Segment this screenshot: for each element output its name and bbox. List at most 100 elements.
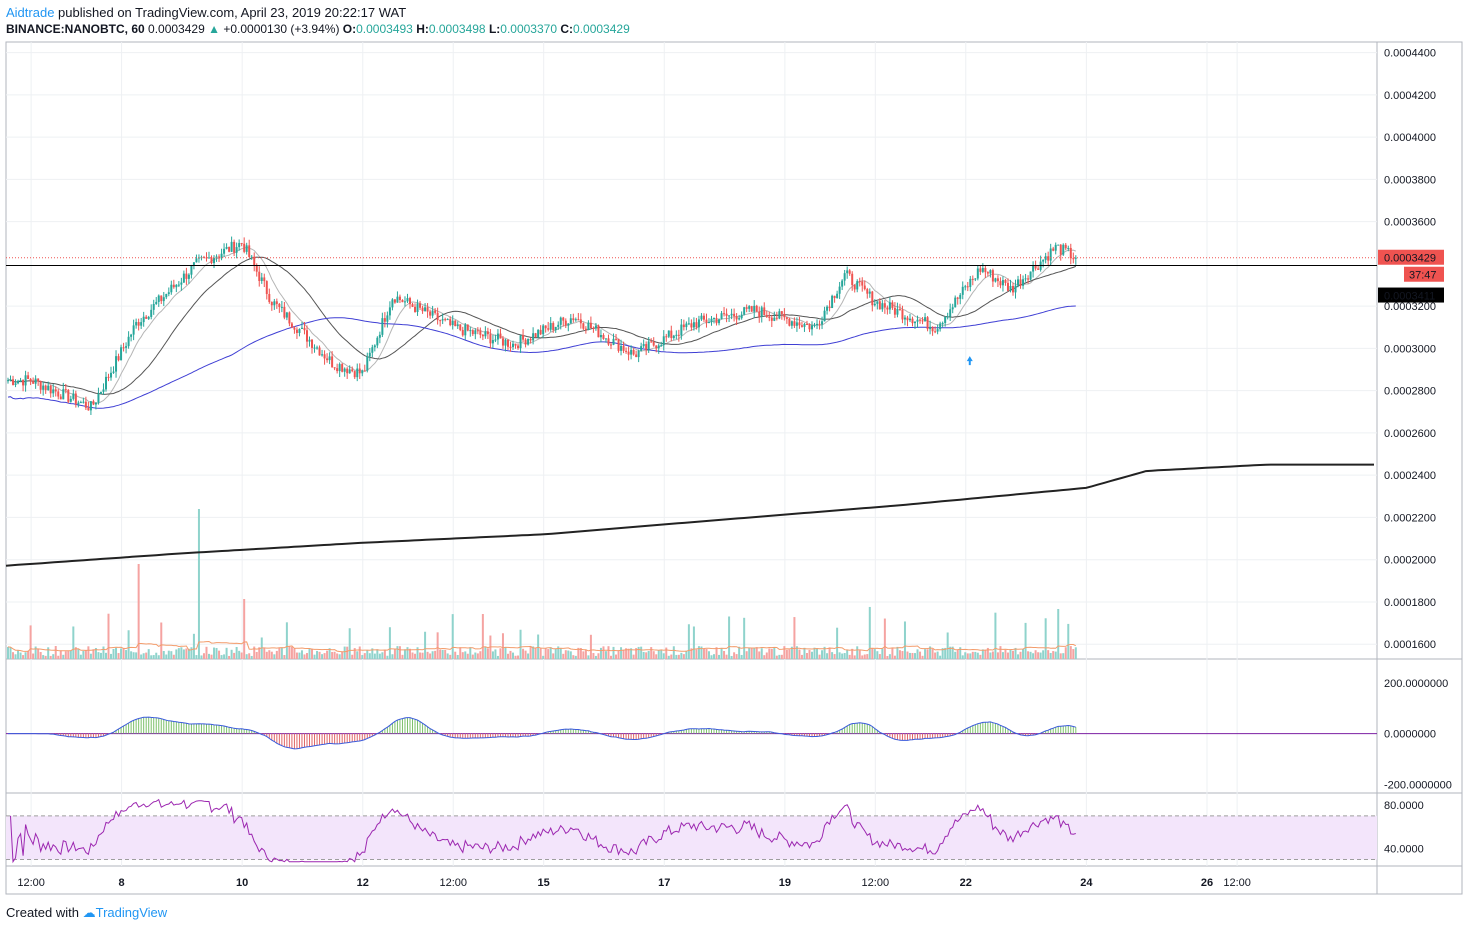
volume-bar: [1064, 647, 1067, 659]
volume-bar: [336, 653, 339, 659]
candle-body: [991, 270, 994, 282]
volume-bar: [326, 650, 329, 659]
candle-body: [572, 318, 575, 321]
volume-bar: [700, 646, 703, 659]
candle-body: [220, 253, 223, 258]
candle-body: [202, 257, 205, 259]
candle-body: [725, 313, 728, 316]
volume-bar: [770, 648, 773, 659]
volume-bar: [597, 653, 600, 659]
candle-body: [509, 346, 512, 348]
volume-bar: [258, 647, 261, 659]
volume-bar: [682, 654, 685, 659]
volume-bar: [228, 655, 231, 659]
candle-body: [579, 319, 582, 324]
volume-bar: [577, 647, 580, 659]
volume-bar: [308, 648, 311, 659]
candle-body: [738, 318, 741, 320]
candle-body: [454, 320, 457, 327]
candle-body: [84, 401, 87, 408]
rsi-band: [6, 815, 1377, 860]
volume-bar: [328, 648, 331, 659]
candle-body: [1042, 259, 1045, 262]
volume-bar: [1017, 654, 1020, 659]
candle-body: [765, 314, 768, 317]
candle-body: [424, 307, 427, 312]
candle-body: [145, 316, 148, 319]
candle-body: [554, 326, 557, 331]
level-tag: [1378, 287, 1444, 303]
candle-body: [1062, 244, 1065, 255]
candle-body: [798, 322, 801, 326]
candle-body: [682, 324, 685, 328]
candle-body: [285, 312, 288, 318]
candle-body: [939, 323, 942, 330]
volume-bar: [1029, 651, 1032, 659]
candle-body: [645, 344, 648, 350]
volume-bar: [233, 652, 236, 659]
candle-body: [841, 280, 844, 287]
candle-body: [816, 323, 819, 326]
volume-bar: [627, 648, 630, 659]
candle-body: [858, 281, 861, 283]
candle-body: [1017, 279, 1020, 286]
candle-body: [612, 338, 615, 345]
time-tick-label: 26: [1201, 877, 1213, 889]
tradingview-link[interactable]: TradingView: [95, 905, 168, 920]
candle-body: [331, 356, 334, 368]
volume-bar: [1044, 618, 1047, 659]
candle-body: [1072, 258, 1075, 260]
volume-bar: [831, 652, 834, 659]
candle-body: [916, 319, 919, 322]
volume-bar: [743, 617, 746, 659]
grid-lines: [6, 42, 1377, 866]
symbol-name[interactable]: BINANCE:NANOBTC, 60: [6, 22, 145, 36]
candle-body: [29, 378, 32, 382]
volume-bar: [584, 650, 587, 659]
candle-body: [22, 380, 25, 386]
candle-body: [866, 289, 869, 294]
low-value: 0.0003370: [500, 22, 558, 36]
candle-body: [383, 318, 386, 322]
volume-bar: [740, 654, 743, 659]
candle-body: [155, 301, 158, 304]
volume-bar: [783, 646, 786, 659]
candle-body: [444, 319, 447, 321]
volume-bar: [821, 650, 824, 659]
candle-body: [446, 319, 449, 321]
candle-body: [811, 325, 813, 330]
candle-body: [275, 301, 278, 304]
volume-bar: [363, 653, 366, 659]
candle-body: [954, 297, 957, 308]
time-tick-label: 15: [538, 877, 550, 889]
candle-body: [341, 364, 344, 372]
volume-bar: [383, 649, 386, 659]
author-link[interactable]: Aidtrade: [6, 5, 55, 20]
volume-bar: [961, 655, 964, 659]
volume-bar: [300, 650, 303, 659]
volume-bar: [1009, 649, 1012, 659]
volume-bar: [104, 652, 107, 659]
volume-bar: [215, 647, 218, 659]
candle-body: [936, 329, 939, 332]
volume-bar: [921, 655, 924, 659]
up-triangle-icon: ▲: [208, 22, 220, 36]
volume-bar: [720, 648, 723, 659]
candle-body: [951, 307, 954, 310]
macd-tick-label: 200.0000000: [1384, 678, 1448, 690]
volume-bar: [572, 655, 575, 659]
candle-body: [27, 375, 30, 379]
volume-bar: [816, 648, 819, 659]
candle-body: [549, 323, 552, 330]
candle-body: [1049, 248, 1052, 261]
volume-bar: [210, 654, 213, 659]
candle-body: [160, 295, 163, 302]
candle-body: [172, 284, 175, 288]
candle-body: [964, 286, 967, 288]
candle-body: [718, 319, 721, 324]
candle-body: [47, 385, 50, 391]
volume-bar: [630, 648, 633, 659]
volume-bar: [539, 648, 542, 659]
candle-body: [361, 370, 364, 374]
